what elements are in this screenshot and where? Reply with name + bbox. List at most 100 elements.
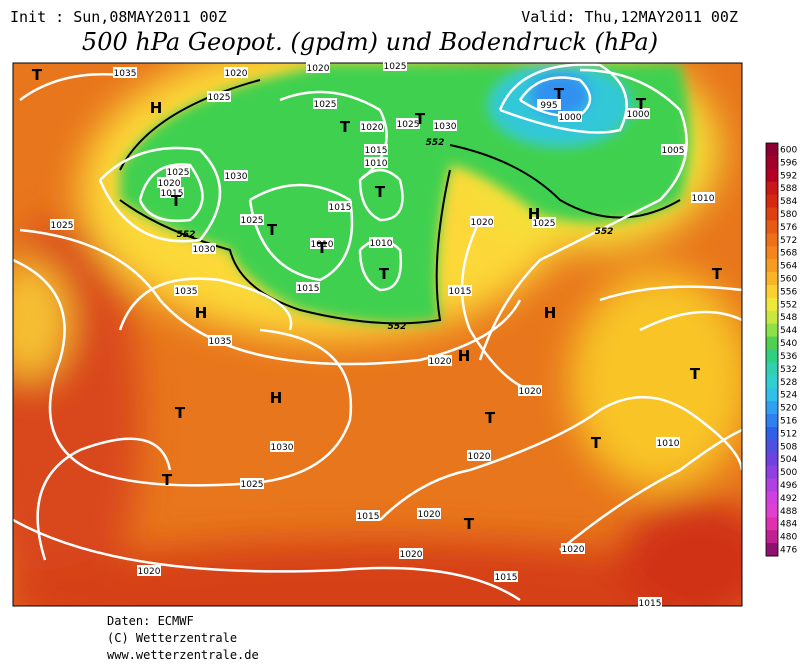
colorbar-label: 504 [780, 455, 797, 465]
isobar-label: 1020 [418, 510, 441, 520]
colorbar-swatch [766, 220, 778, 234]
isobar-label-box [532, 217, 556, 228]
colorbar-swatch [766, 246, 778, 260]
pressure-center: T [375, 183, 386, 201]
pressure-center: H [150, 99, 163, 117]
isobar-label-box [160, 187, 184, 198]
colorbar-label: 480 [780, 533, 797, 543]
colorbar-label: 560 [780, 275, 797, 285]
colorbar-swatch [766, 491, 778, 505]
isobar-label: 1020 [138, 567, 161, 577]
isobar-label-box [638, 597, 662, 608]
colorbar-label: 476 [780, 546, 797, 556]
isobar-label-box [270, 441, 294, 452]
pressure-center: T [464, 515, 475, 533]
colorbar-label: 496 [780, 481, 797, 491]
colorbar-label: 576 [780, 223, 797, 233]
colorbar-label: 532 [780, 365, 797, 375]
isobar-label: 1010 [370, 239, 393, 249]
isobar-label: 1025 [167, 168, 190, 178]
pressure-center: T [32, 66, 43, 84]
isobar-label: 1020 [361, 123, 384, 133]
colorbar-swatch [766, 272, 778, 286]
colorbar-swatch [766, 297, 778, 312]
map-title: 500 hPa Geopot. (gpdm) und Bodendruck (h… [82, 28, 658, 56]
pressure-center: T [554, 85, 565, 103]
footer: Daten: ECMWF (C) Wetterzentrale www.wetter… [107, 614, 259, 662]
isobar-label-box [417, 508, 441, 519]
isobar-label: 1010 [692, 194, 715, 204]
isobar-label-box [518, 385, 542, 396]
isobar-label-box [470, 216, 494, 227]
contour-label: 552 [177, 230, 196, 240]
isobar-label-box [428, 355, 452, 366]
colorbar-label: 508 [780, 442, 797, 452]
isobar-label: 1015 [639, 599, 662, 609]
isobar-label-box [561, 543, 585, 554]
isobar-label: 1015 [357, 512, 380, 522]
isobar-label-box [208, 335, 232, 346]
footer-line: (C) Wetterzentrale [107, 631, 237, 645]
pressure-center: T [712, 265, 723, 283]
isobar-label: 1020 [519, 387, 542, 397]
colorbar-swatch [766, 233, 778, 247]
isobar-label: 1025 [51, 221, 74, 231]
isobar-label: 1025 [314, 100, 337, 110]
pressure-center: T [267, 221, 278, 239]
isobar-label: 1035 [209, 337, 232, 347]
pressure-center: H [458, 347, 471, 365]
isobar-label: 1015 [365, 146, 388, 156]
isobar-label-box [224, 170, 248, 181]
isobar-label-box [661, 144, 685, 155]
isobar-label: 1020 [468, 452, 491, 462]
isobar-label: 1025 [241, 216, 264, 226]
isobar-label-box [328, 201, 352, 212]
colorbar-label: 548 [780, 313, 797, 323]
colorbar-label: 492 [780, 494, 797, 504]
colorbar-label: 596 [780, 158, 797, 168]
isobar-label: 1025 [533, 219, 556, 229]
colorbar-label: 520 [780, 404, 797, 414]
pressure-center: T [162, 471, 173, 489]
isobar-label-box [174, 285, 198, 296]
colorbar-swatch [766, 426, 778, 441]
isobar-label-box [626, 108, 650, 119]
isobar-label: 1015 [297, 284, 320, 294]
isobar-label-box [364, 144, 388, 155]
isobar-label-box [399, 548, 423, 559]
isobar-label-box [356, 510, 380, 521]
isobar-label-box [558, 111, 582, 122]
isobar-label: 1035 [175, 287, 198, 297]
colorbar-label: 584 [780, 197, 797, 207]
colorbar-swatch [766, 452, 778, 467]
colorbar-label: 564 [780, 262, 797, 272]
isobar-label-box [396, 118, 420, 129]
isobar-label: 1020 [429, 357, 452, 367]
pressure-center: H [544, 304, 557, 322]
colorbar-swatch [766, 259, 778, 273]
colorbar-swatch [766, 465, 778, 480]
isobar-label: 1010 [657, 439, 680, 449]
isobar-label-box [433, 120, 457, 131]
isobar-label: 1000 [627, 110, 650, 120]
colorbar-swatch [766, 478, 778, 492]
colorbar-swatch [766, 168, 778, 183]
pressure-center: H [195, 304, 208, 322]
colorbar-swatch [766, 336, 778, 350]
colorbar-label: 568 [780, 249, 797, 259]
contour-label: 552 [595, 227, 614, 237]
colorbar-label: 556 [780, 287, 797, 297]
isobar-label-box [369, 237, 393, 248]
colorbar-swatch [766, 349, 778, 363]
isobar-label-box [157, 177, 181, 188]
colorbar-swatch [766, 517, 778, 531]
isobar-label: 1025 [384, 62, 407, 72]
colorbar-swatch [766, 375, 778, 389]
colorbar-swatch [766, 401, 778, 415]
isobar-label-box [383, 60, 407, 71]
isobar-label: 1015 [449, 287, 472, 297]
pressure-center: H [528, 205, 541, 223]
isobar-label: 1030 [225, 172, 248, 182]
colorbar-label: 600 [780, 145, 797, 155]
isobar-label: 1015 [495, 573, 518, 583]
